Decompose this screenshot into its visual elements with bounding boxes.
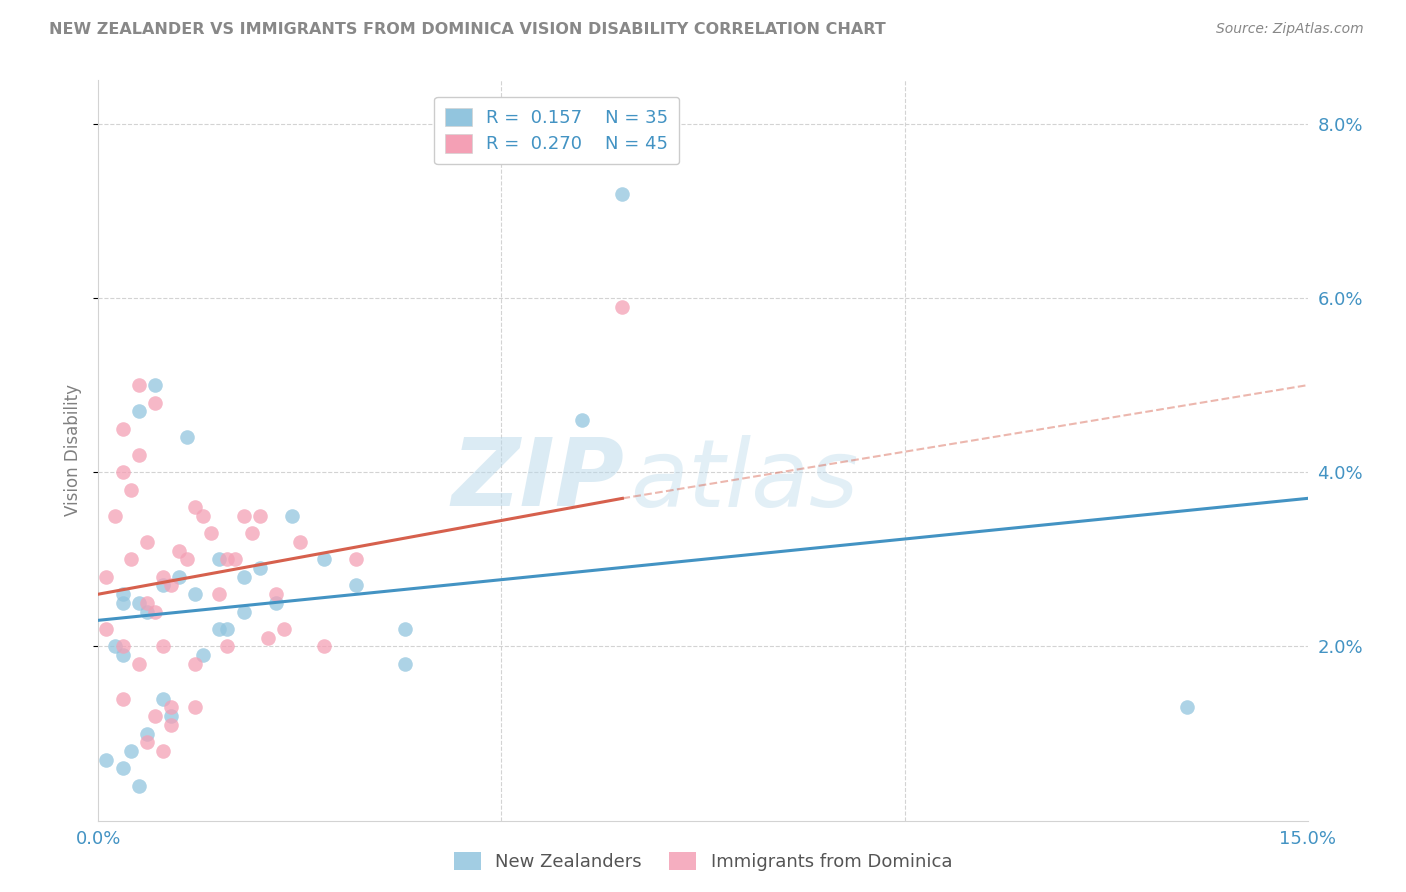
Text: ZIP: ZIP: [451, 434, 624, 526]
Legend: New Zealanders, Immigrants from Dominica: New Zealanders, Immigrants from Dominica: [447, 845, 959, 879]
Point: [135, 535, 157, 549]
Point: [135, 735, 157, 749]
Point: [152, 744, 174, 758]
Point: [344, 552, 367, 566]
Point: [160, 718, 183, 732]
Point: [240, 526, 263, 541]
Point: [208, 587, 231, 601]
Point: [135, 605, 157, 619]
Point: [111, 691, 134, 706]
Point: [184, 657, 207, 671]
Point: [128, 596, 150, 610]
Point: [184, 700, 207, 714]
Point: [167, 543, 190, 558]
Point: [200, 526, 222, 541]
Point: [128, 378, 150, 392]
Point: [96, 753, 118, 767]
Point: [111, 761, 134, 775]
Point: [184, 587, 207, 601]
Point: [273, 622, 295, 636]
Point: [167, 570, 190, 584]
Point: [128, 404, 150, 418]
Point: [128, 657, 150, 671]
Point: [344, 578, 367, 592]
Point: [128, 779, 150, 793]
Point: [249, 508, 271, 523]
Point: [232, 570, 254, 584]
Point: [208, 552, 231, 566]
Point: [111, 640, 134, 654]
Point: [111, 422, 134, 436]
Point: [135, 726, 157, 740]
Point: [120, 552, 142, 566]
Point: [217, 552, 239, 566]
Point: [160, 700, 183, 714]
Point: [176, 552, 198, 566]
Text: atlas: atlas: [630, 434, 859, 525]
Legend: R =  0.157    N = 35, R =  0.270    N = 45: R = 0.157 N = 35, R = 0.270 N = 45: [434, 96, 679, 164]
Point: [111, 648, 134, 662]
Point: [314, 640, 336, 654]
Point: [217, 622, 239, 636]
Point: [1175, 700, 1198, 714]
Point: [128, 448, 150, 462]
Point: [394, 657, 416, 671]
Point: [103, 508, 125, 523]
Point: [152, 578, 174, 592]
Point: [152, 691, 174, 706]
Point: [232, 508, 254, 523]
Point: [143, 605, 166, 619]
Point: [281, 508, 304, 523]
Point: [103, 640, 125, 654]
Point: [160, 709, 183, 723]
Point: [571, 413, 593, 427]
Point: [111, 596, 134, 610]
Point: [314, 552, 336, 566]
Point: [160, 578, 183, 592]
Point: [176, 430, 198, 444]
Point: [288, 535, 311, 549]
Point: [135, 596, 157, 610]
Point: [152, 570, 174, 584]
Point: [232, 605, 254, 619]
Point: [612, 300, 634, 314]
Point: [249, 561, 271, 575]
Point: [264, 596, 287, 610]
Text: Source: ZipAtlas.com: Source: ZipAtlas.com: [1216, 22, 1364, 37]
Point: [193, 648, 215, 662]
Point: [143, 378, 166, 392]
Point: [96, 570, 118, 584]
Point: [184, 500, 207, 514]
Point: [264, 587, 287, 601]
Point: [120, 483, 142, 497]
Point: [193, 508, 215, 523]
Point: [256, 631, 278, 645]
Point: [120, 744, 142, 758]
Point: [208, 622, 231, 636]
Point: [96, 622, 118, 636]
Point: [224, 552, 246, 566]
Y-axis label: Vision Disability: Vision Disability: [65, 384, 83, 516]
Text: NEW ZEALANDER VS IMMIGRANTS FROM DOMINICA VISION DISABILITY CORRELATION CHART: NEW ZEALANDER VS IMMIGRANTS FROM DOMINIC…: [49, 22, 886, 37]
Point: [152, 640, 174, 654]
Point: [111, 465, 134, 479]
Point: [394, 622, 416, 636]
Point: [111, 587, 134, 601]
Point: [143, 709, 166, 723]
Point: [143, 395, 166, 409]
Point: [612, 186, 634, 201]
Point: [217, 640, 239, 654]
